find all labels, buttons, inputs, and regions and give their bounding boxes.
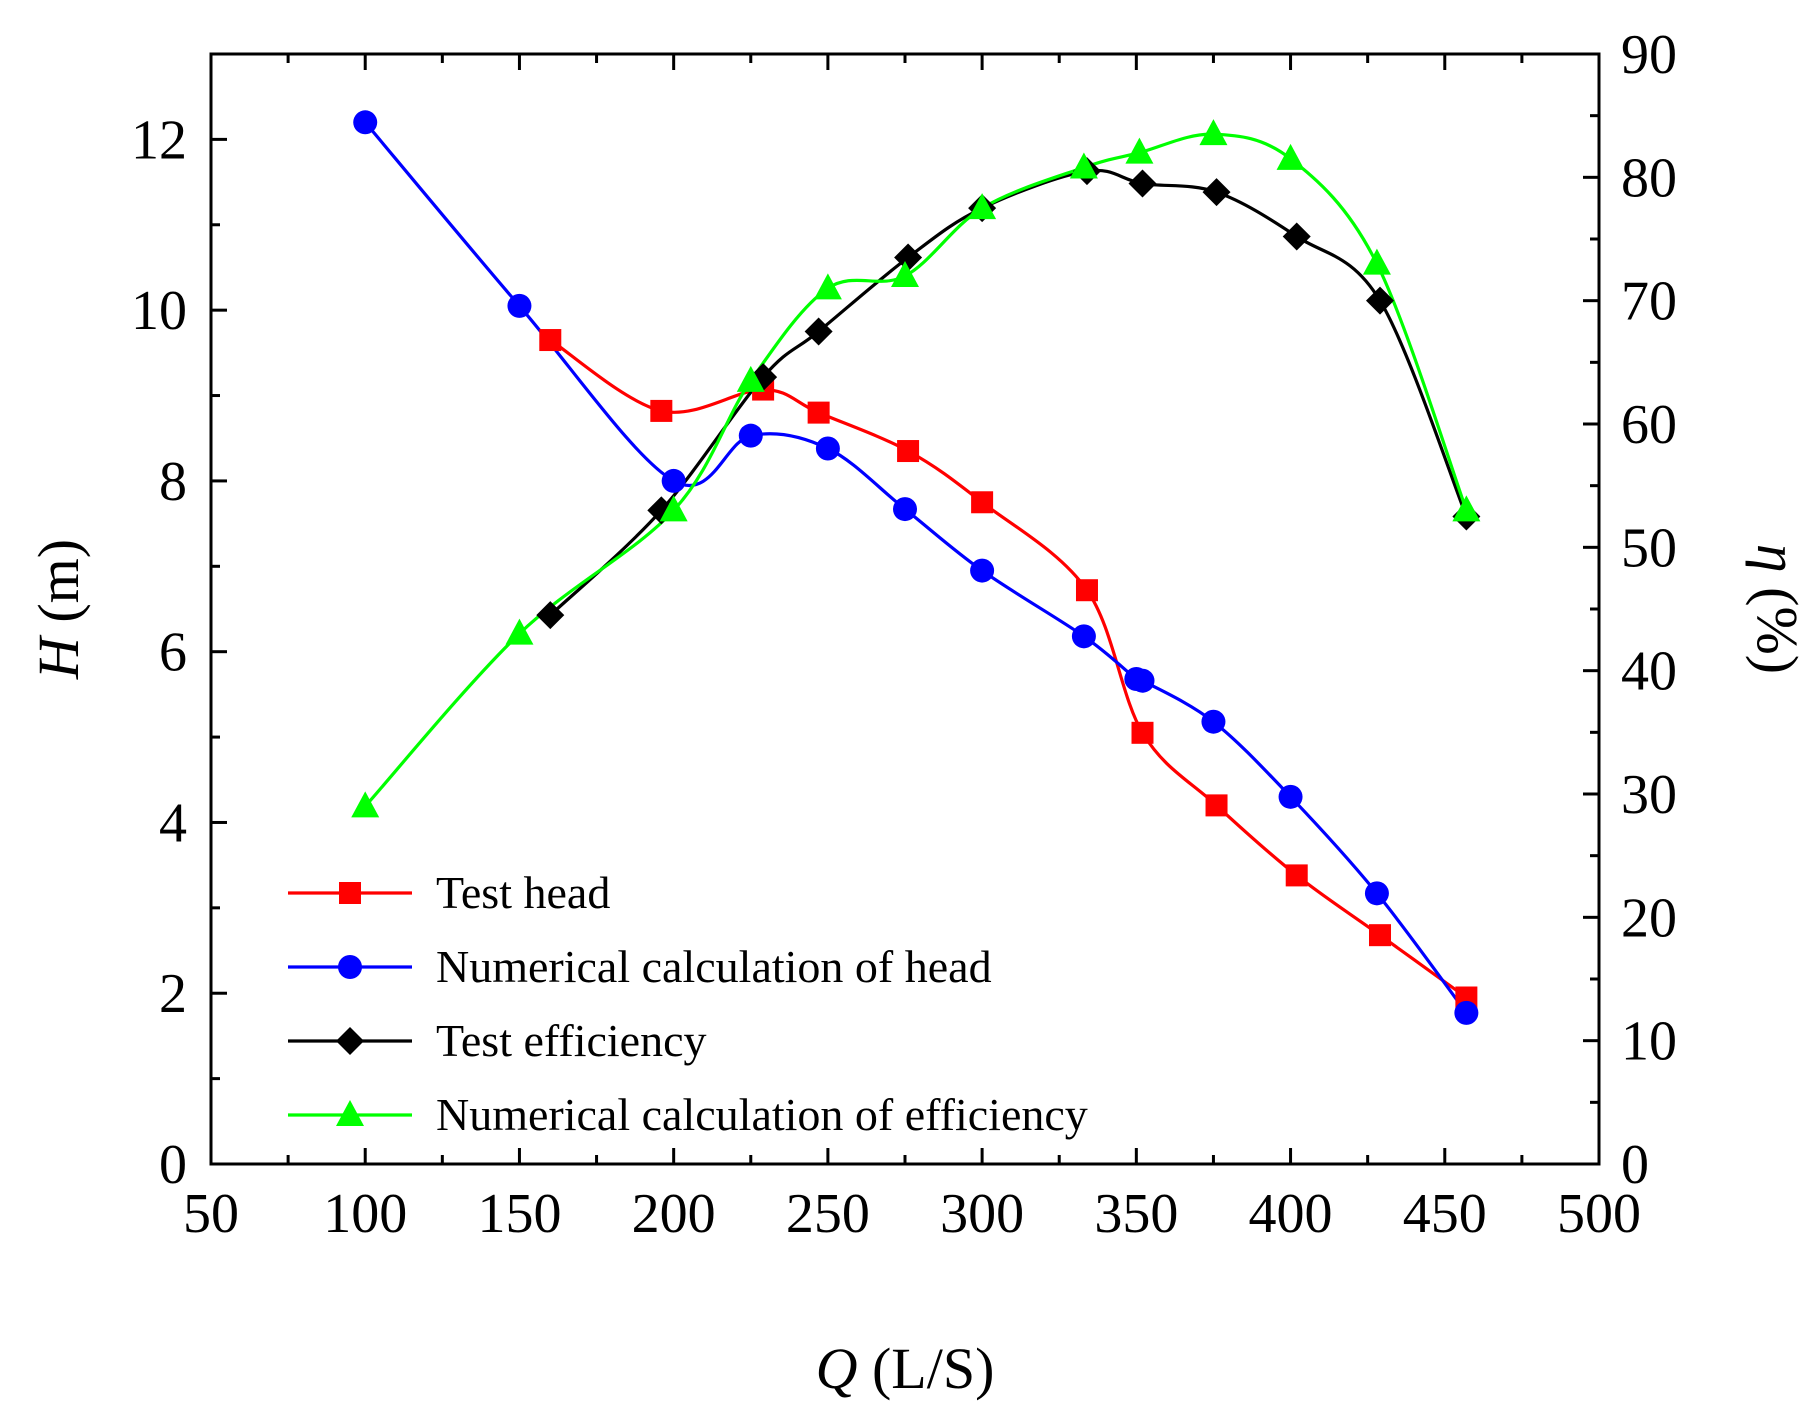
data-point-test-efficiency <box>894 243 923 272</box>
data-point-test-efficiency <box>1128 169 1157 198</box>
y-right-tick-label: 50 <box>1621 517 1677 579</box>
legend-swatch-marker <box>336 1027 364 1055</box>
y-left-tick-label: 12 <box>131 109 187 171</box>
x-tick-label: 450 <box>1403 1183 1487 1245</box>
x-axis-symbol: Q <box>816 1336 858 1401</box>
data-point-test-head <box>807 401 830 424</box>
y-right-tick-label: 10 <box>1621 1011 1677 1073</box>
data-point-test-head <box>650 399 673 422</box>
legend-swatch-marker <box>339 882 361 904</box>
legend-label: Numerical calculation of efficiency <box>436 1089 1088 1140</box>
y-left-tick-label: 0 <box>159 1134 187 1196</box>
x-tick-label: 350 <box>1094 1183 1178 1245</box>
y-right-tick-label: 70 <box>1621 271 1677 333</box>
data-point-numerical-calculation-of-head <box>1071 624 1096 649</box>
y-left-tick-label: 2 <box>159 963 187 1025</box>
y-left-tick-label: 4 <box>159 792 187 854</box>
data-point-numerical-calculation-of-head <box>353 110 378 135</box>
x-tick-label: 250 <box>786 1183 870 1245</box>
data-point-test-head <box>1285 864 1308 887</box>
legend-swatch-marker <box>336 1100 364 1126</box>
y-left-tick-label: 8 <box>159 451 187 513</box>
x-tick-label: 200 <box>632 1183 716 1245</box>
legend-item-test-head: Test head <box>288 867 610 918</box>
legend: Test head Numerical calculation of head Te… <box>288 867 1088 1140</box>
data-point-test-head <box>539 329 562 352</box>
x-tick-label: 100 <box>323 1183 407 1245</box>
data-point-numerical-calculation-of-efficiency <box>1276 143 1305 170</box>
x-axis-unit: (L/S) <box>872 1336 994 1401</box>
y-right-tick-label: 60 <box>1621 394 1677 456</box>
data-point-test-head <box>1131 721 1154 744</box>
y-right-tick-label: 0 <box>1621 1134 1649 1196</box>
legend-item-numerical-calculation-of-efficiency: Numerical calculation of efficiency <box>288 1089 1088 1140</box>
data-point-numerical-calculation-of-efficiency <box>736 365 765 392</box>
data-point-test-efficiency <box>536 601 565 630</box>
y-axis-symbol-left: H <box>26 634 91 680</box>
data-point-numerical-calculation-of-efficiency <box>1362 248 1391 275</box>
y-axis-title-right: η (%) <box>1745 544 1807 674</box>
data-point-numerical-calculation-of-head <box>970 558 995 583</box>
marker-layer <box>351 110 1481 1025</box>
y-axis-unit-left: (m) <box>26 539 91 623</box>
y-right-tick-label: 20 <box>1621 887 1677 949</box>
y-right-tick-label: 80 <box>1621 147 1677 209</box>
x-tick-label: 50 <box>183 1183 239 1245</box>
y-axis-symbol-right: η <box>1745 544 1807 573</box>
series-line-test-head <box>549 338 1468 999</box>
y-right-tick-label: 90 <box>1621 24 1677 86</box>
data-point-numerical-calculation-of-head <box>1278 784 1303 809</box>
series-line-numerical-calculation-of-efficiency <box>364 132 1468 808</box>
legend-label: Test head <box>436 867 610 918</box>
legend-swatch-marker <box>338 955 362 979</box>
y-left-tick-label: 10 <box>131 280 187 342</box>
legend-item-numerical-calculation-of-head: Numerical calculation of head <box>288 941 992 992</box>
y-left-tick-label: 6 <box>159 622 187 684</box>
data-point-test-head <box>897 440 920 463</box>
y-axis-unit-right: (%) <box>1745 587 1807 674</box>
y-axis-title-left: H (m) <box>26 539 91 680</box>
data-point-numerical-calculation-of-head <box>661 468 686 493</box>
x-tick-label: 150 <box>477 1183 561 1245</box>
data-point-numerical-calculation-of-efficiency <box>813 273 842 300</box>
data-point-numerical-calculation-of-head <box>1454 1000 1479 1025</box>
data-point-numerical-calculation-of-head <box>893 497 917 522</box>
series-line-test-efficiency <box>549 168 1468 617</box>
data-point-test-efficiency <box>804 317 833 346</box>
y-right-tick-label: 40 <box>1621 641 1677 703</box>
data-point-numerical-calculation-of-efficiency <box>351 791 380 818</box>
x-tick-label: 500 <box>1557 1183 1641 1245</box>
legend-label: Test efficiency <box>436 1015 707 1066</box>
data-point-numerical-calculation-of-head <box>1201 709 1226 734</box>
data-point-numerical-calculation-of-head <box>1130 668 1155 693</box>
data-point-numerical-calculation-of-head <box>738 423 763 448</box>
data-point-numerical-calculation-of-head <box>1364 881 1389 906</box>
data-point-test-head <box>1205 794 1228 817</box>
data-point-numerical-calculation-of-efficiency <box>505 618 534 645</box>
data-point-test-head <box>1075 579 1098 602</box>
data-point-test-efficiency <box>1282 222 1311 251</box>
data-point-numerical-calculation-of-efficiency <box>1199 119 1228 146</box>
data-point-numerical-calculation-of-head <box>507 293 532 318</box>
data-point-test-head <box>1369 924 1392 947</box>
axes-layer: 50 100 150 200 250 300 350 400 450 50002468101201… <box>131 24 1677 1245</box>
x-tick-label: 300 <box>940 1183 1024 1245</box>
data-point-numerical-calculation-of-efficiency <box>1125 137 1154 164</box>
legend-label: Numerical calculation of head <box>436 941 992 992</box>
data-point-numerical-calculation-of-efficiency <box>891 261 919 287</box>
data-point-numerical-calculation-of-efficiency <box>659 495 688 522</box>
data-point-test-efficiency <box>1366 286 1395 315</box>
x-axis-title: Q (L/S) <box>816 1336 995 1401</box>
legend-item-test-efficiency: Test efficiency <box>288 1015 707 1066</box>
x-tick-label: 400 <box>1249 1183 1333 1245</box>
y-right-tick-label: 30 <box>1621 764 1677 826</box>
data-point-numerical-calculation-of-efficiency <box>968 193 997 220</box>
data-point-test-head <box>971 491 994 514</box>
data-point-numerical-calculation-of-efficiency <box>1069 152 1098 179</box>
data-point-numerical-calculation-of-head <box>815 436 840 461</box>
plot-frame <box>209 52 1601 1166</box>
data-point-test-efficiency <box>1202 178 1231 207</box>
data-point-numerical-calculation-of-efficiency <box>1452 495 1481 522</box>
